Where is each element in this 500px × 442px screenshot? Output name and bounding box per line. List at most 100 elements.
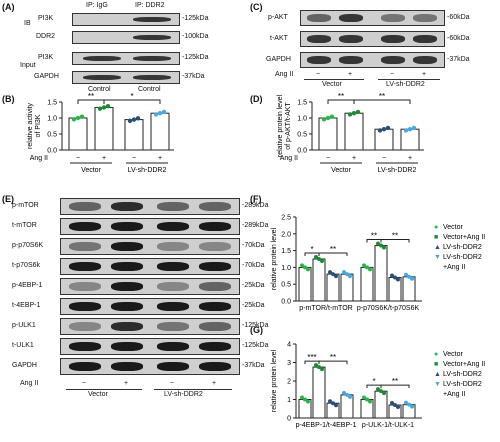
sig-label: ***	[307, 353, 316, 362]
x-tick-label: +	[102, 155, 106, 162]
y-axis-label: relative protein level	[271, 349, 278, 412]
data-point	[306, 267, 310, 272]
sig-bracket	[380, 239, 410, 243]
data-point	[362, 395, 366, 400]
blot-row-label: GAPDH	[34, 73, 59, 80]
chart-g: 0 1 2 3 4 relative protein level p-4EBP-1/t-4E…	[271, 342, 485, 430]
data-point	[382, 391, 386, 396]
bar	[400, 128, 420, 151]
sig-label: *	[130, 92, 133, 101]
band	[111, 242, 143, 251]
bar	[344, 112, 364, 151]
bar	[374, 245, 388, 302]
data-point	[320, 367, 324, 372]
legend-label: Vector+Ang II	[443, 234, 485, 241]
blot-row-label: GAPDH	[266, 56, 291, 63]
group-label: Vector	[81, 167, 102, 174]
blot-row-label: p-AKT	[268, 14, 288, 21]
data-point	[390, 401, 394, 406]
panel-label-f: (F)	[250, 194, 262, 204]
band	[69, 242, 101, 251]
band	[157, 222, 189, 231]
y-tick-label: 0.5	[47, 132, 57, 139]
blot-row-label: t-ULK1	[12, 342, 34, 349]
blot-row-label: t-4EBP-1	[12, 302, 41, 309]
band	[111, 322, 143, 331]
x-tick-label: +	[352, 155, 356, 162]
sig-label: **	[88, 92, 94, 101]
data-point	[368, 267, 372, 272]
data-point	[365, 265, 369, 270]
data-point	[393, 275, 397, 280]
panel-label-c: (C)	[250, 2, 263, 12]
data-point	[314, 363, 318, 368]
bar	[402, 276, 416, 302]
blot-strip	[60, 198, 240, 215]
angii-label: Ang II	[20, 380, 39, 387]
band	[69, 202, 101, 211]
blot-strip	[60, 338, 240, 355]
blot-row-label: t-p70S6k	[12, 262, 41, 269]
kda-marker: -70kDa	[242, 242, 265, 249]
data-point	[325, 115, 331, 121]
x-tick-label: +	[158, 155, 162, 162]
blot-strip	[60, 238, 240, 255]
data-point	[410, 404, 414, 409]
x-tick-label: −	[76, 155, 80, 162]
band	[111, 202, 143, 211]
bar	[318, 117, 338, 151]
kda-marker: -37kDa	[447, 56, 470, 63]
y-axis-label: relative protein levelof p-AKT/t-AKT	[277, 94, 292, 157]
vector-label: Vector	[322, 81, 342, 88]
y-tick-label: 1.0	[281, 265, 291, 272]
group-label: LV-sh-DDR2	[378, 167, 417, 174]
y-tick-label: 1.5	[47, 100, 57, 107]
group-label: Vector	[331, 167, 352, 174]
legend-label: LV-sh-DDR2	[443, 244, 482, 251]
band	[199, 262, 231, 271]
data-point	[404, 400, 408, 405]
x-tick-label: +	[408, 155, 412, 162]
legend-label: +Ang II	[443, 391, 465, 398]
kda-marker: -125kDa	[182, 15, 209, 22]
sig-bracket	[318, 360, 348, 365]
data-point	[407, 402, 411, 407]
input-label: Input	[20, 62, 36, 69]
control-label: Control	[88, 86, 111, 93]
band	[157, 282, 189, 291]
band	[111, 362, 143, 371]
plus-label: +	[348, 71, 353, 78]
legend-marker: ●	[434, 224, 438, 231]
y-tick-label: 0.0	[281, 299, 291, 306]
sig-label: **	[338, 92, 344, 101]
band	[199, 362, 231, 371]
data-point	[396, 405, 400, 410]
sig-label: **	[392, 377, 398, 386]
data-point	[317, 365, 321, 370]
sig-bracket	[103, 99, 161, 104]
data-point	[407, 127, 413, 132]
x-row-label: Ang II	[280, 155, 298, 162]
band	[69, 282, 101, 291]
blot-strip	[300, 10, 445, 26]
band	[69, 302, 101, 311]
band	[199, 322, 231, 331]
band	[69, 362, 101, 371]
data-point	[342, 270, 346, 275]
data-point	[351, 111, 357, 116]
data-point	[331, 401, 335, 406]
kda-marker: -60kDa	[447, 35, 470, 42]
data-point	[345, 272, 349, 277]
y-axis-label: relative activityof PI3K	[27, 103, 42, 149]
lv-label: LV-sh-DDR2	[164, 391, 203, 398]
data-point	[329, 114, 335, 119]
kda-marker: -289kDa	[242, 202, 269, 209]
kda-marker: -125kDa	[182, 54, 209, 61]
legend-marker: ▲	[434, 371, 441, 378]
data-point	[404, 272, 408, 277]
data-point	[75, 115, 81, 121]
blot-strip	[72, 71, 180, 84]
x-tick-label: −	[326, 155, 330, 162]
blot-strip	[72, 13, 180, 26]
